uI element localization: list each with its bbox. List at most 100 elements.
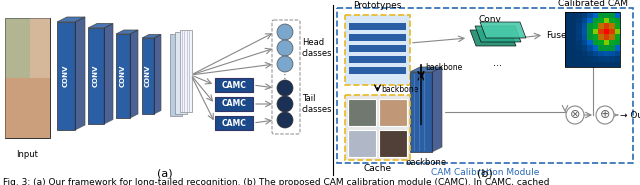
FancyBboxPatch shape [582, 45, 587, 51]
Circle shape [596, 106, 614, 124]
Text: Fig. 3: (a) Our framework for long-tailed recognition. (b) The proposed CAM cali: Fig. 3: (a) Our framework for long-taile… [3, 178, 550, 185]
Circle shape [277, 96, 293, 112]
Text: Tail
classes: Tail classes [302, 94, 333, 114]
FancyBboxPatch shape [593, 61, 598, 67]
Polygon shape [5, 18, 30, 78]
FancyBboxPatch shape [593, 56, 598, 61]
Circle shape [566, 106, 584, 124]
FancyBboxPatch shape [565, 23, 570, 28]
FancyBboxPatch shape [614, 40, 620, 45]
FancyBboxPatch shape [598, 23, 604, 28]
FancyBboxPatch shape [215, 78, 253, 92]
FancyBboxPatch shape [598, 56, 604, 61]
FancyBboxPatch shape [587, 51, 593, 56]
FancyBboxPatch shape [598, 45, 604, 51]
FancyBboxPatch shape [582, 61, 587, 67]
Polygon shape [75, 17, 85, 130]
FancyBboxPatch shape [565, 45, 570, 51]
Polygon shape [142, 34, 161, 38]
Polygon shape [116, 34, 130, 118]
FancyBboxPatch shape [345, 15, 410, 85]
Text: backbone: backbone [381, 85, 419, 95]
FancyBboxPatch shape [609, 45, 614, 51]
FancyBboxPatch shape [614, 45, 620, 51]
Polygon shape [30, 18, 50, 78]
FancyBboxPatch shape [576, 34, 582, 40]
FancyBboxPatch shape [614, 56, 620, 61]
FancyBboxPatch shape [348, 130, 376, 157]
Polygon shape [130, 30, 138, 118]
Circle shape [277, 24, 293, 40]
Polygon shape [480, 22, 526, 38]
FancyBboxPatch shape [614, 61, 620, 67]
Polygon shape [142, 38, 154, 114]
Circle shape [277, 56, 293, 72]
FancyBboxPatch shape [614, 18, 620, 23]
FancyBboxPatch shape [609, 12, 614, 18]
Text: backbone: backbone [425, 63, 462, 73]
Polygon shape [88, 28, 104, 124]
Text: CONV: CONV [63, 65, 69, 87]
Text: CONV: CONV [120, 65, 126, 87]
FancyBboxPatch shape [593, 12, 598, 18]
FancyBboxPatch shape [614, 12, 620, 18]
FancyBboxPatch shape [565, 12, 570, 18]
FancyBboxPatch shape [614, 23, 620, 28]
FancyBboxPatch shape [576, 51, 582, 56]
FancyBboxPatch shape [609, 40, 614, 45]
FancyBboxPatch shape [598, 28, 604, 34]
Polygon shape [154, 34, 161, 114]
FancyBboxPatch shape [609, 61, 614, 67]
FancyBboxPatch shape [609, 18, 614, 23]
FancyBboxPatch shape [593, 51, 598, 56]
Polygon shape [410, 67, 442, 72]
FancyBboxPatch shape [598, 61, 604, 67]
FancyBboxPatch shape [609, 23, 614, 28]
FancyBboxPatch shape [604, 51, 609, 56]
FancyBboxPatch shape [565, 34, 570, 40]
FancyBboxPatch shape [598, 40, 604, 45]
FancyBboxPatch shape [587, 28, 593, 34]
FancyBboxPatch shape [593, 34, 598, 40]
FancyBboxPatch shape [604, 18, 609, 23]
FancyBboxPatch shape [604, 12, 609, 18]
Polygon shape [470, 30, 516, 46]
Polygon shape [5, 18, 50, 138]
FancyBboxPatch shape [565, 28, 570, 34]
FancyBboxPatch shape [582, 23, 587, 28]
Polygon shape [475, 26, 521, 42]
FancyBboxPatch shape [570, 28, 576, 34]
FancyBboxPatch shape [593, 23, 598, 28]
Text: CAMC: CAMC [221, 100, 246, 108]
Text: Fuse: Fuse [546, 31, 566, 40]
FancyBboxPatch shape [582, 56, 587, 61]
FancyBboxPatch shape [598, 18, 604, 23]
Text: CONV: CONV [145, 65, 151, 87]
FancyBboxPatch shape [565, 40, 570, 45]
FancyBboxPatch shape [570, 23, 576, 28]
FancyBboxPatch shape [604, 56, 609, 61]
Text: CAMC: CAMC [221, 119, 246, 127]
FancyBboxPatch shape [379, 130, 407, 157]
FancyBboxPatch shape [576, 40, 582, 45]
Polygon shape [175, 32, 187, 114]
Polygon shape [410, 72, 432, 152]
Text: CAM Calibration Module: CAM Calibration Module [431, 168, 539, 177]
FancyBboxPatch shape [587, 34, 593, 40]
FancyBboxPatch shape [565, 56, 570, 61]
FancyBboxPatch shape [215, 116, 253, 130]
FancyBboxPatch shape [570, 45, 576, 51]
Text: (a): (a) [157, 168, 173, 178]
FancyBboxPatch shape [582, 28, 587, 34]
FancyBboxPatch shape [576, 23, 582, 28]
Text: CONV: CONV [93, 65, 99, 87]
FancyBboxPatch shape [570, 12, 576, 18]
FancyBboxPatch shape [587, 23, 593, 28]
Text: Calibrated CAM: Calibrated CAM [557, 0, 627, 8]
FancyBboxPatch shape [598, 12, 604, 18]
FancyBboxPatch shape [349, 56, 406, 63]
FancyBboxPatch shape [614, 28, 620, 34]
Text: (b): (b) [477, 168, 493, 178]
FancyBboxPatch shape [582, 18, 587, 23]
Polygon shape [5, 78, 50, 138]
